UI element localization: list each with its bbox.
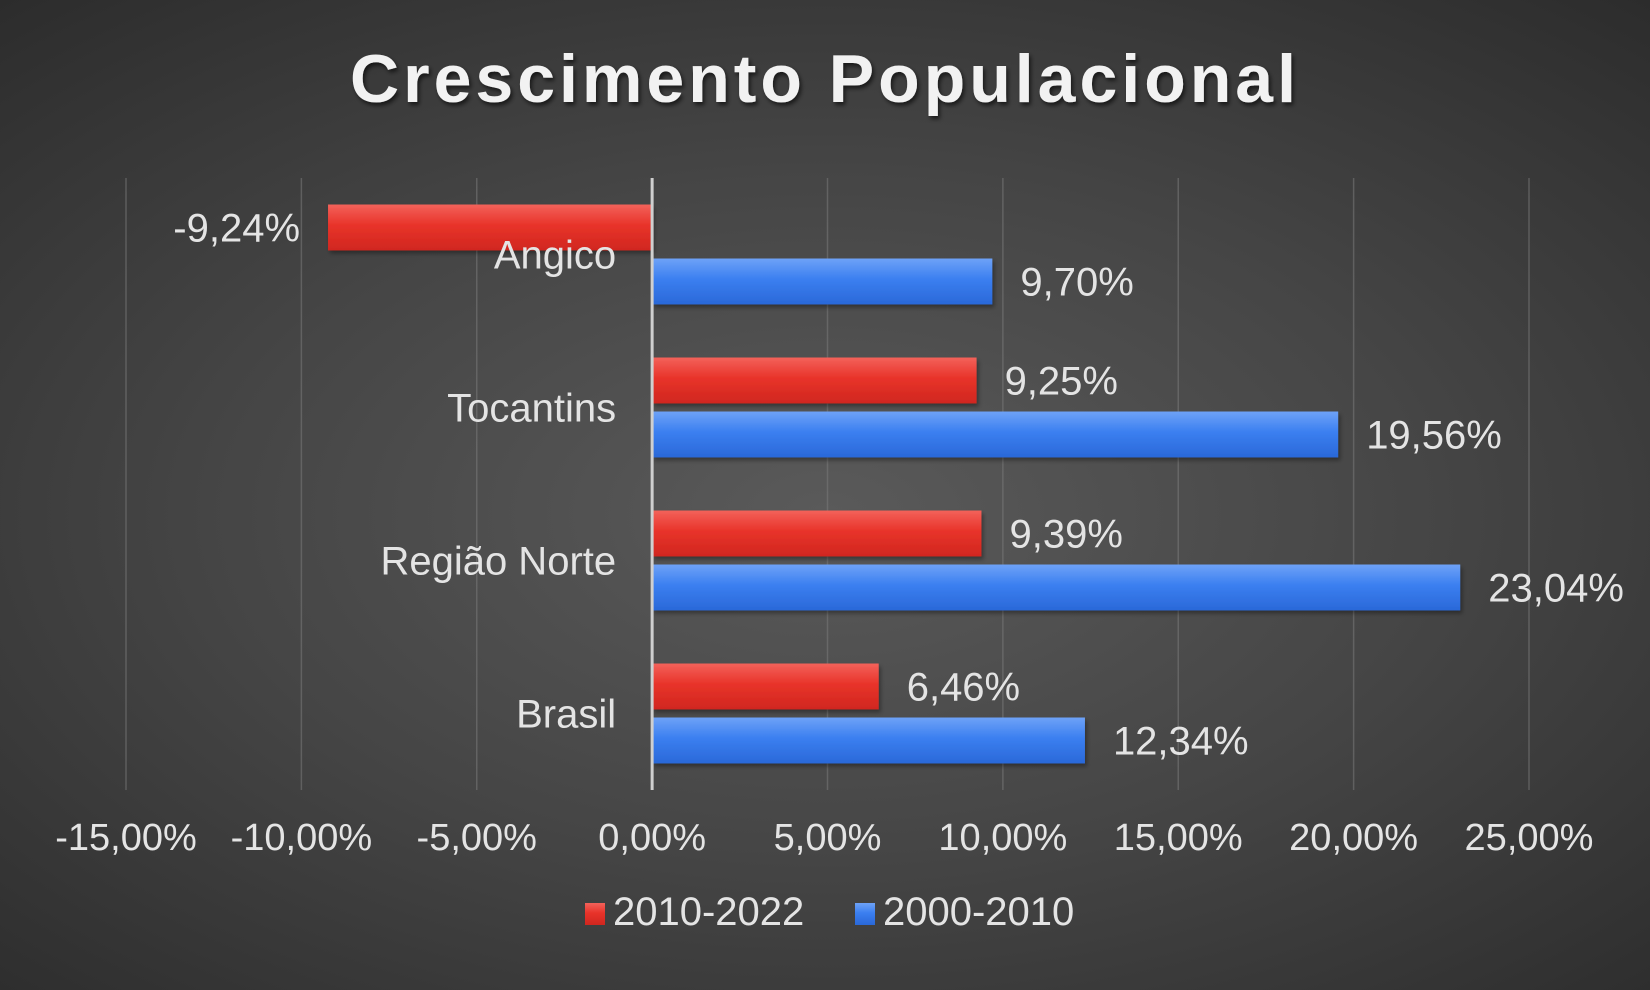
data-label-2000-2010-angico: 9,70% (1020, 261, 1133, 305)
bar-2010-2022-tocantins (652, 357, 977, 404)
data-label-2010-2022-tocantins: 9,25% (1005, 360, 1118, 404)
bar-2000-2010-brasil (652, 717, 1085, 764)
bar-2000-2010-angico (652, 258, 993, 305)
legend: 2010-2022 2000-2010 (585, 890, 1074, 934)
legend-swatch-2010-2022 (585, 903, 605, 925)
category-label-tocantins: Tocantins (447, 387, 616, 431)
data-label-2010-2022-brasil: 6,46% (907, 666, 1020, 710)
data-label-2000-2010-regiao-norte: 23,04% (1488, 567, 1624, 611)
x-tick-label: 15,00% (1114, 817, 1243, 859)
category-label-brasil: Brasil (516, 693, 616, 737)
data-label-2010-2022-regiao-norte: 9,39% (1009, 513, 1122, 557)
x-tick-label: 0,00% (598, 817, 706, 859)
x-tick-label: -5,00% (417, 817, 537, 859)
x-tick-label: 10,00% (938, 817, 1067, 859)
category-label-angico: Angico (494, 234, 616, 278)
bar-2010-2022-brasil (652, 663, 879, 710)
data-label-2000-2010-brasil: 12,34% (1113, 720, 1249, 764)
chart-title: Crescimento Populacional (350, 41, 1300, 117)
legend-label-2000-2010: 2000-2010 (883, 890, 1074, 934)
labels: -9,24% 9,70% Angico 9,25% 19,56% Tocantins 9,3… (173, 207, 1624, 764)
x-tick-label: 20,00% (1289, 817, 1418, 859)
x-tick-label: -10,00% (231, 817, 373, 859)
bar-2000-2010-tocantins (652, 411, 1339, 458)
bar-2010-2022-regiao-norte (652, 510, 982, 557)
x-tick-label: -15,00% (55, 817, 197, 859)
bars (328, 204, 1461, 764)
value-axis: -15,00% -10,00% -5,00% 0,00% 5,00% 10,00% 15,0… (55, 178, 1593, 859)
x-tick-label: 5,00% (774, 817, 882, 859)
bar-2010-2022-angico (328, 204, 653, 251)
x-tick-label: 25,00% (1465, 817, 1594, 859)
data-label-2010-2022-angico: -9,24% (173, 207, 300, 251)
bar-2000-2010-regiao-norte (652, 564, 1461, 611)
category-label-regiao-norte: Região Norte (380, 540, 616, 584)
legend-label-2010-2022: 2010-2022 (613, 890, 804, 934)
data-label-2000-2010-tocantins: 19,56% (1366, 414, 1502, 458)
legend-swatch-2000-2010 (855, 903, 875, 925)
